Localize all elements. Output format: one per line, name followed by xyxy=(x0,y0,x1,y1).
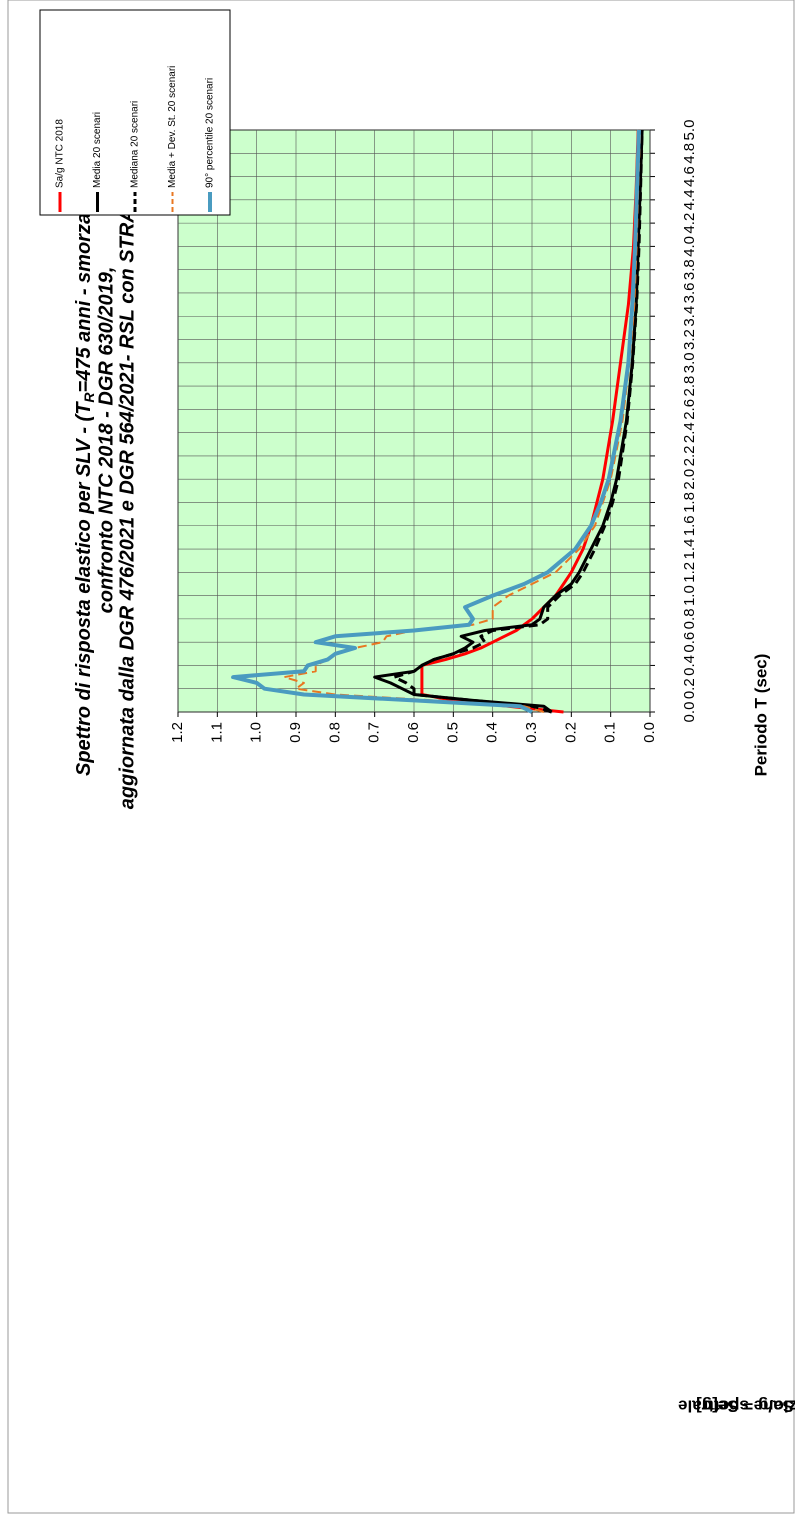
y-tick-label: 1.0 xyxy=(248,722,265,743)
y-tick-label: 0.6 xyxy=(405,722,422,743)
x-tick-label: 2.6 xyxy=(681,399,698,420)
x-tick-label: 3.2 xyxy=(681,329,698,350)
x-tick-label: 3.6 xyxy=(681,283,698,304)
x-tick-label: 3.8 xyxy=(681,259,698,280)
x-tick-label: 0.0 xyxy=(681,702,698,723)
x-tick-label: 1.2 xyxy=(681,562,698,583)
x-tick-label: 1.4 xyxy=(681,539,698,560)
x-tick-label: 4.0 xyxy=(681,236,698,257)
x-tick-label: 4.2 xyxy=(681,213,698,234)
x-tick-label: 0.8 xyxy=(681,608,698,629)
x-tick-label: 1.6 xyxy=(681,515,698,536)
x-tick-label: 0.4 xyxy=(681,655,698,676)
y-tick-label: 0.5 xyxy=(444,722,461,743)
y-tick-label: 0.2 xyxy=(562,722,579,743)
x-tick-label: 1.0 xyxy=(681,585,698,606)
legend-box xyxy=(39,9,231,216)
rotated-chart: 0.0 0.2 0.4 0.6 0.8 1.0 1.2 1.4 1.6 1.8 2.0 2.2 2.4 2… xyxy=(39,9,795,1416)
x-tick-label: 5.0 xyxy=(681,120,698,141)
legend-label: Mediana 20 scenari xyxy=(130,101,141,188)
y-tick-label: 1.1 xyxy=(208,722,225,743)
x-tick-label: 2.4 xyxy=(681,422,698,443)
x-tick-label: 2.2 xyxy=(681,445,698,466)
y-tick-label: 0.4 xyxy=(484,722,501,743)
y-tick-label: 0.3 xyxy=(523,722,540,743)
title-part: Spettro di risposta elastico per SLV - (… xyxy=(73,401,95,776)
frame xyxy=(7,0,795,1514)
x-tick-label: 0.6 xyxy=(681,632,698,653)
x-tick-label: 3.0 xyxy=(681,352,698,373)
y-tick-label: 0.7 xyxy=(366,722,383,743)
series-line xyxy=(231,129,641,714)
x-tick-label: 1.8 xyxy=(681,492,698,513)
legend-label: 90° percentile 20 scenari xyxy=(205,78,216,188)
y-tick-label: 0.8 xyxy=(326,722,343,743)
y-tick-label: 0.0 xyxy=(641,722,658,743)
chart-title: confronto NTC 2018 - DGR 630/2019, xyxy=(95,267,117,614)
x-tick-label: 4.6 xyxy=(681,166,698,187)
y-axis-title: Accelerazione spettrale xyxy=(678,1397,795,1416)
legend-label: Media + Dev. St. 20 scenari xyxy=(167,66,178,188)
x-tick-label: 4.8 xyxy=(681,143,698,164)
x-axis-title: Periodo T (sec) xyxy=(751,654,770,777)
y-axis-title: Sa/g = Se[g] xyxy=(696,1397,794,1416)
x-tick-label: 3.4 xyxy=(681,306,698,327)
y-tick-label: 0.9 xyxy=(287,722,304,743)
title-part: R xyxy=(81,392,97,403)
legend-label: Sa/g NTC 2018 xyxy=(55,119,66,188)
y-tick-label: 0.1 xyxy=(602,722,619,743)
chart-title: aggiornata dalla DGR 476/2021 e DGR 564/… xyxy=(116,70,138,809)
y-tick-label: 1.2 xyxy=(169,722,186,743)
x-tick-label: 2.0 xyxy=(681,469,698,490)
series-line xyxy=(392,129,644,714)
x-tick-label: 0.2 xyxy=(681,678,698,699)
x-tick-label: 2.8 xyxy=(681,376,698,397)
legend-label: Media 20 scenari xyxy=(92,112,103,188)
x-tick-label: 4.4 xyxy=(681,189,698,210)
